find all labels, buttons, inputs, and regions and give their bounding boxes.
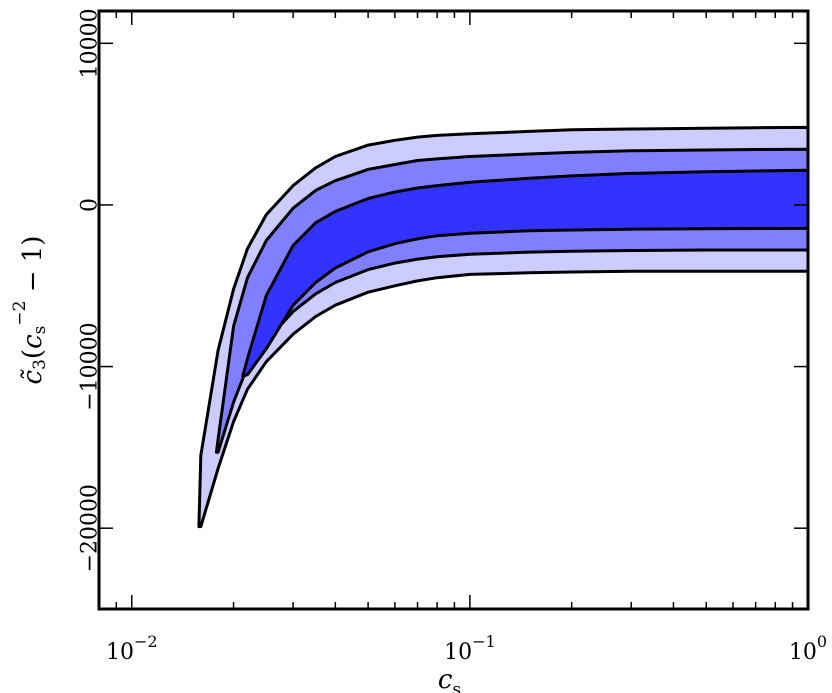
x-axis-label: cs xyxy=(438,665,461,693)
y-axis-label: c̃3(cs−2 − 1) xyxy=(10,236,50,385)
axis-ticks xyxy=(98,11,809,609)
plot-frame xyxy=(97,9,810,611)
y-tick-label: 0 xyxy=(78,198,103,212)
x-tick-label: 100 xyxy=(789,632,827,665)
confidence-bands xyxy=(197,125,810,529)
x-tick-label: 10−2 xyxy=(106,632,158,665)
x-tick-label: 10−1 xyxy=(444,632,496,665)
